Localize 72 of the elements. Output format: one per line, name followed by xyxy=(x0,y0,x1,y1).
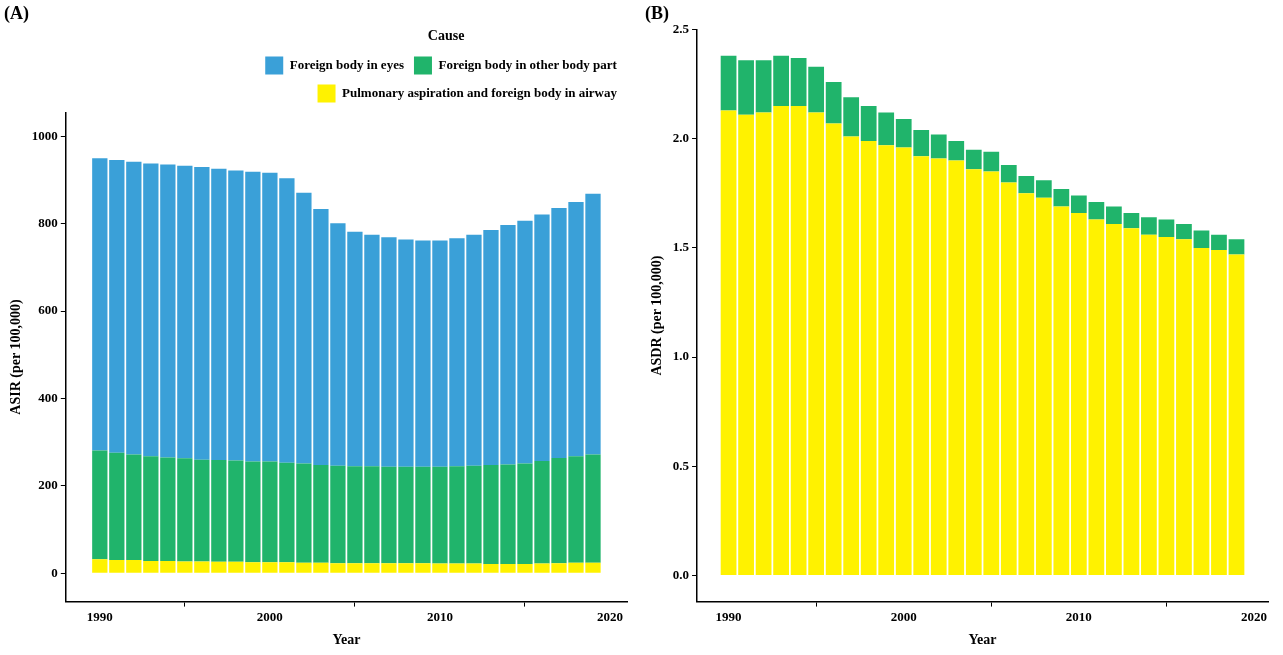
bar xyxy=(126,454,142,561)
y-tick-label: 200 xyxy=(38,477,58,493)
bar xyxy=(773,55,789,107)
bar xyxy=(1141,234,1157,575)
bar xyxy=(143,560,159,573)
bar xyxy=(1141,217,1157,235)
x-axis-title: Year xyxy=(332,632,361,648)
y-tick-label: 1000 xyxy=(31,127,58,143)
bar xyxy=(1176,223,1192,240)
bar xyxy=(143,163,159,457)
y-tick-label: 0 xyxy=(51,564,58,580)
x-tick-label: 2020 xyxy=(1240,608,1267,624)
chart-title: (B) xyxy=(645,3,669,25)
bar xyxy=(1106,223,1122,575)
bar xyxy=(92,158,108,451)
y-tick-label: 400 xyxy=(38,389,58,405)
y-tick-label: 1.0 xyxy=(672,348,690,364)
bar xyxy=(1211,234,1227,251)
bar xyxy=(1158,219,1175,238)
bar xyxy=(1193,230,1210,248)
bar xyxy=(160,560,176,573)
y-axis-title: ASDR (per 100,000) xyxy=(649,255,666,376)
x-tick-label: 1990 xyxy=(86,608,113,624)
bar xyxy=(773,106,789,575)
bar xyxy=(1106,206,1122,224)
y-tick-label: 0.5 xyxy=(672,457,690,473)
y-tick-label: 600 xyxy=(38,302,58,318)
x-axis-title: Year xyxy=(968,632,997,648)
y-tick-label: 2.5 xyxy=(672,20,690,36)
bar xyxy=(92,559,108,573)
legend-label: Foreign body in eyes xyxy=(289,56,404,72)
x-tick-label: 2010 xyxy=(1065,608,1092,624)
x-tick-label: 2000 xyxy=(890,608,917,624)
x-tick-label: 2020 xyxy=(596,608,623,624)
y-tick-label: 0.0 xyxy=(672,566,690,582)
legend-title: Cause xyxy=(427,28,465,44)
legend-label: Foreign body in other body part xyxy=(438,56,618,72)
x-tick-label: 2010 xyxy=(426,608,453,624)
bar xyxy=(143,456,159,561)
bar xyxy=(177,458,193,562)
bar xyxy=(720,55,737,111)
x-tick-label: 1990 xyxy=(715,608,742,624)
bar xyxy=(126,560,142,573)
y-tick-label: 2.0 xyxy=(672,130,690,146)
bar xyxy=(1228,254,1245,575)
bar xyxy=(738,114,754,575)
bar xyxy=(720,110,737,575)
legend-label: Pulmonary aspiration and foreign body in airway xyxy=(342,84,618,100)
bar xyxy=(738,60,754,115)
bar xyxy=(160,164,176,458)
y-tick-label: 800 xyxy=(38,215,58,231)
x-tick-label: 2000 xyxy=(256,608,283,624)
bar xyxy=(109,560,125,573)
bar xyxy=(177,561,193,573)
bar xyxy=(1123,212,1140,229)
bar xyxy=(755,112,772,575)
y-axis-title: ASIR (per 100,000) xyxy=(8,299,25,415)
bar xyxy=(160,457,176,561)
bar xyxy=(92,450,108,560)
bar xyxy=(1211,250,1227,575)
bar xyxy=(1228,239,1245,255)
bar xyxy=(177,165,193,459)
bar xyxy=(1123,228,1140,575)
bar xyxy=(1193,247,1210,575)
bar xyxy=(755,60,772,113)
bar xyxy=(1176,239,1192,575)
bar xyxy=(109,160,125,453)
bar xyxy=(109,452,125,561)
chart-title: (A) xyxy=(4,3,29,25)
bar xyxy=(126,161,142,455)
bar xyxy=(1158,237,1175,575)
y-tick-label: 1.5 xyxy=(672,239,690,255)
